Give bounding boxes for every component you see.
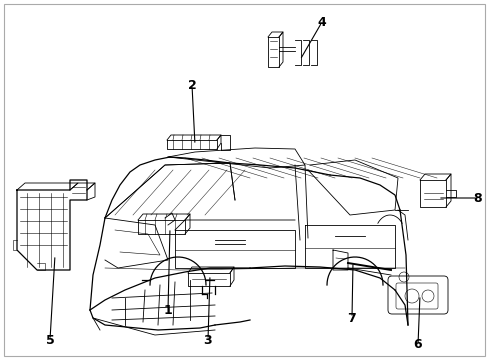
Text: 2: 2	[187, 78, 196, 91]
Text: 8: 8	[473, 192, 481, 204]
Text: 4: 4	[317, 15, 325, 28]
Text: 6: 6	[413, 338, 422, 351]
Text: 7: 7	[347, 311, 356, 324]
Text: 1: 1	[163, 303, 172, 316]
Text: 5: 5	[45, 333, 54, 346]
Text: 3: 3	[203, 333, 212, 346]
